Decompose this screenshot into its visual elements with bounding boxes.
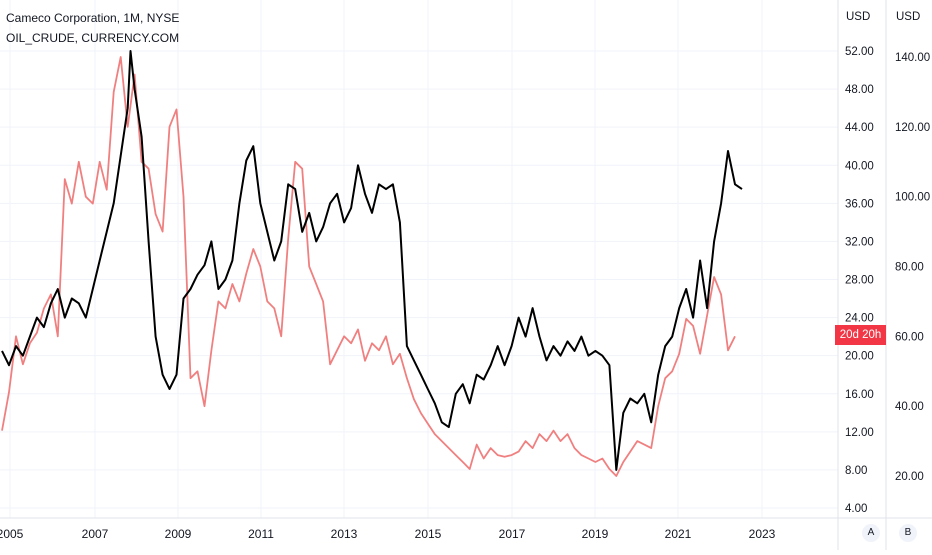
left-axis-tick-label: 20.00	[845, 351, 874, 363]
x-axis-tick-label: 2005	[0, 527, 24, 541]
right-axis-unit: USD	[896, 11, 920, 23]
legend-compare-series: OIL_CRUDE, CURRENCY.COM	[6, 31, 180, 45]
x-axis-tick-label: 2023	[749, 527, 776, 541]
left-axis-tick-label: 48.00	[845, 84, 874, 96]
log-scale-button[interactable]: B	[899, 524, 917, 542]
x-axis-tick-label: 2007	[82, 527, 109, 541]
left-axis-tick-label: 24.00	[845, 313, 874, 325]
right-axis-tick-label: 60.00	[895, 331, 924, 343]
left-axis-tick-label: 16.00	[845, 389, 874, 401]
left-axis-tick-label: 52.00	[845, 46, 874, 58]
right-axis-tick-label: 20.00	[895, 471, 924, 483]
left-axis-tick-label: 8.00	[845, 465, 867, 477]
auto-scale-button[interactable]: A	[862, 524, 880, 542]
right-axis-tick-label: 80.00	[895, 262, 924, 274]
left-axis-tick-label: 36.00	[845, 198, 874, 210]
left-axis-tick-label: 32.00	[845, 236, 874, 248]
x-axis-tick-label: 2015	[415, 527, 442, 541]
x-axis-tick-label: 2013	[331, 527, 358, 541]
left-axis-tick-label: 44.00	[845, 122, 874, 134]
legend-main-series: Cameco Corporation, 1M, NYSE	[6, 11, 180, 25]
series-line-oil-crude	[1, 56, 736, 477]
right-axis-tick-label: 40.00	[895, 401, 924, 413]
right-axis-tick-label: 140.00	[895, 52, 930, 64]
right-axis-tick-label: 100.00	[895, 192, 930, 204]
left-axis-tick-label: 12.00	[845, 427, 874, 439]
price-badge: 20d 20h	[835, 325, 886, 345]
x-axis-tick-label: 2021	[665, 527, 692, 541]
left-axis-tick-label: 40.00	[845, 160, 874, 172]
right-axis-tick-label: 120.00	[895, 122, 930, 134]
x-axis-tick-label: 2017	[499, 527, 526, 541]
left-axis-tick-label: 4.00	[845, 503, 867, 515]
left-axis-unit: USD	[846, 11, 870, 23]
x-axis-tick-label: 2011	[248, 527, 274, 541]
x-axis-tick-label: 2019	[582, 527, 609, 541]
legend: Cameco Corporation, 1M, NYSE OIL_CRUDE, …	[6, 8, 179, 48]
left-axis-tick-label: 28.00	[845, 275, 874, 287]
x-axis-tick-label: 2009	[165, 527, 192, 541]
series-line-cameco	[1, 50, 743, 471]
